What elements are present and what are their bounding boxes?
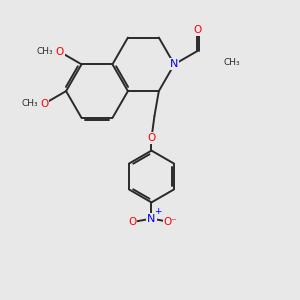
Text: CH₃: CH₃ [37, 47, 53, 56]
Text: O: O [40, 99, 49, 109]
Text: CH₃: CH₃ [21, 99, 38, 108]
Text: O⁻: O⁻ [164, 217, 178, 226]
Text: O: O [147, 133, 156, 143]
Text: N: N [170, 59, 178, 69]
Text: O: O [128, 217, 136, 226]
Text: CH₃: CH₃ [224, 58, 240, 67]
Text: O: O [193, 26, 201, 35]
Text: O: O [56, 47, 64, 57]
Text: +: + [154, 207, 161, 216]
Text: N: N [147, 214, 156, 224]
